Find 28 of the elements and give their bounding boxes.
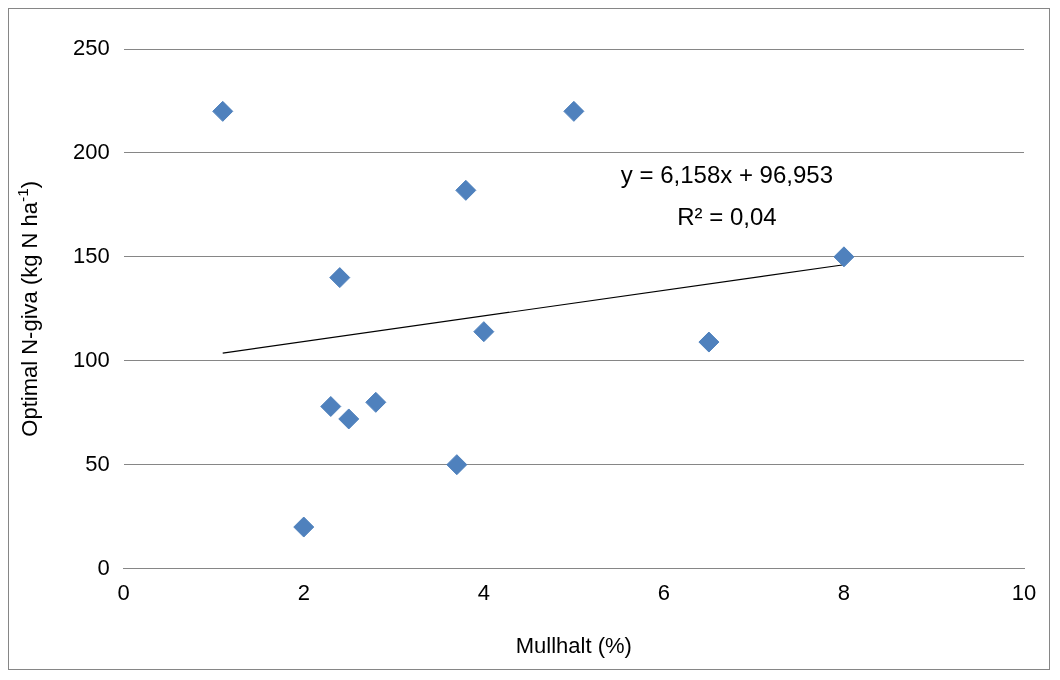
y-tick-label: 200 [72, 138, 110, 164]
x-tick-label: 8 [837, 579, 851, 605]
y-axis-title: Optimal N-giva (kg N ha-1) [13, 180, 43, 437]
point [446, 454, 468, 476]
x-tick-label: 4 [477, 579, 490, 605]
x-tick-label: 6 [657, 579, 671, 605]
y-tick-label: 0 [97, 554, 110, 580]
x-tick-label: 2 [297, 579, 310, 605]
y-tick-label: 100 [72, 346, 110, 372]
y-tick-label: 250 [72, 35, 110, 61]
point [365, 391, 387, 413]
y-tick-label: 50 [85, 450, 110, 476]
y-tick-label: 150 [72, 242, 110, 268]
x-tick-label: 10 [1011, 579, 1037, 605]
point [338, 408, 360, 430]
point [833, 246, 855, 268]
point [455, 179, 477, 201]
point [563, 100, 585, 122]
x-axis-title: Mullhalt (%) [515, 633, 632, 659]
annotation: R² = 0,04 [677, 202, 777, 230]
point [473, 321, 495, 343]
x-tick-label: 0 [117, 579, 130, 605]
point [320, 395, 342, 417]
point [212, 100, 234, 122]
annotation: y = 6,158x + 96,953 [620, 160, 833, 188]
point [329, 267, 351, 289]
point [698, 331, 720, 353]
point [293, 516, 315, 538]
